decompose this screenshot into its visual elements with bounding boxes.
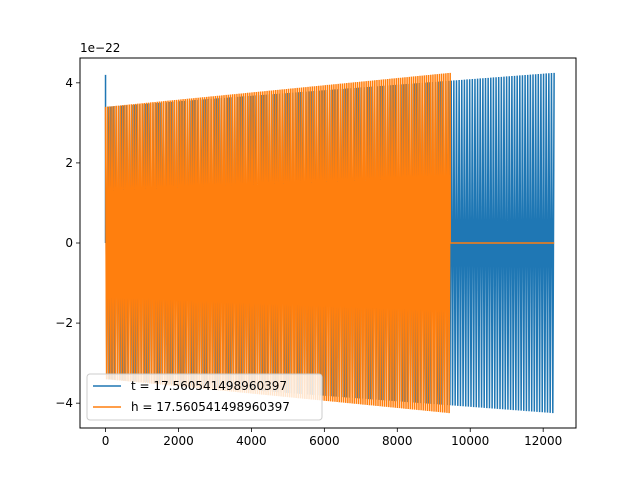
x-axis: 0 2000 4000 6000 8000 10000 12000: [102, 428, 562, 448]
x-tick-label: 8000: [382, 434, 413, 448]
x-tick-label: 6000: [309, 434, 340, 448]
y-tick-label: 4: [65, 76, 73, 90]
y-tick-label: −2: [55, 316, 73, 330]
y-tick-label: 2: [65, 156, 73, 170]
x-tick-label: 0: [102, 434, 110, 448]
legend: t = 17.560541498960397 h = 17.56054149896…: [86, 373, 323, 421]
y-tick-label: 0: [65, 236, 73, 250]
y-offset-label: 1e−22: [80, 41, 120, 55]
x-tick-label: 12000: [524, 434, 562, 448]
y-tick-label: −4: [55, 396, 73, 410]
x-tick-label: 10000: [451, 434, 489, 448]
legend-box: [86, 373, 323, 421]
x-tick-label: 4000: [236, 434, 267, 448]
x-tick-label: 2000: [163, 434, 194, 448]
y-axis: −4 −2 0 2 4: [55, 76, 80, 410]
legend-label: h = 17.560541498960397: [131, 400, 290, 414]
legend-label: t = 17.560541498960397: [131, 379, 287, 393]
